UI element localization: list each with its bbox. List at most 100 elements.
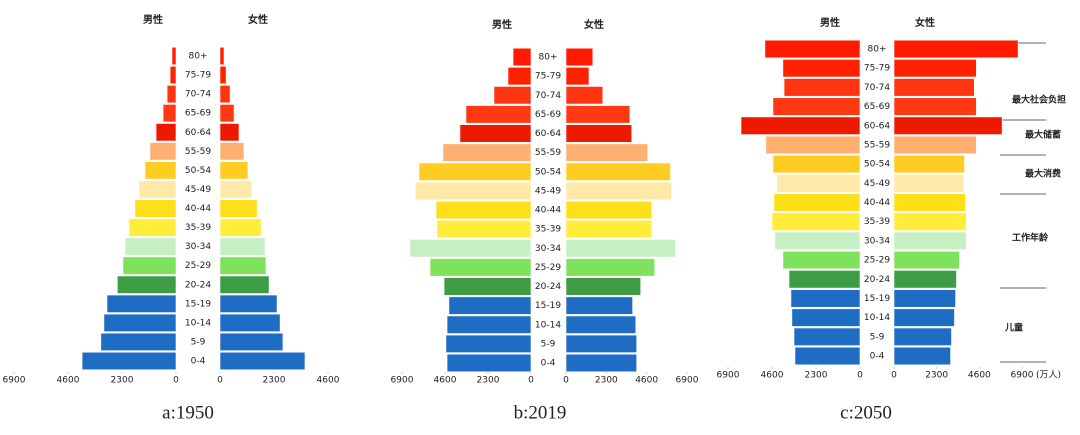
male-bar — [465, 105, 532, 124]
age-label: 30-34 — [864, 236, 890, 246]
male-bar — [128, 218, 177, 237]
age-label: 30-34 — [185, 242, 211, 252]
x-tick-label: 2300 — [263, 376, 286, 386]
x-tick-label: 0 — [217, 376, 223, 386]
female-bar — [565, 105, 631, 124]
female-bar — [219, 237, 266, 256]
age-label: 35-39 — [535, 225, 561, 235]
age-label: 5-9 — [870, 332, 885, 342]
male-bar — [117, 275, 177, 294]
male-bar — [782, 59, 861, 78]
female-bar — [565, 239, 676, 258]
panel-caption: b:2019 — [514, 402, 567, 423]
female-bar — [565, 353, 637, 373]
x-tick-label: 0 — [891, 371, 897, 381]
age-label: 25-29 — [185, 261, 211, 271]
female-bar — [565, 258, 656, 277]
male-bar — [459, 124, 532, 143]
female-bar — [219, 46, 225, 66]
male-bar — [493, 86, 532, 105]
male-bar — [134, 199, 177, 218]
x-tick-label: 4600 — [635, 376, 658, 386]
x-tick-label: 4600 — [968, 371, 991, 381]
male-bar — [782, 250, 861, 270]
annotation: 儿童 — [1004, 322, 1023, 334]
age-label: 80+ — [539, 53, 558, 63]
x-tick-label: 6900 — [676, 376, 699, 386]
male-bar — [776, 174, 861, 193]
age-label: 70-74 — [864, 83, 890, 93]
male-bar — [81, 351, 177, 371]
age-label: 65-69 — [864, 102, 890, 112]
age-label: 15-19 — [864, 294, 890, 304]
female-bar — [219, 199, 258, 218]
female-bar — [219, 65, 227, 85]
axis-unit: (万人) — [1036, 370, 1061, 381]
female-bar — [893, 346, 951, 366]
age-label: 75-79 — [535, 72, 561, 82]
x-tick-label: 4600 — [317, 376, 340, 386]
male-bar — [144, 161, 177, 180]
male-bar — [409, 239, 532, 258]
female-bar — [565, 277, 642, 296]
male-bar — [414, 181, 532, 200]
age-label: 45-49 — [864, 179, 890, 189]
male-bar — [774, 231, 861, 251]
male-bar — [149, 142, 177, 161]
female-bar — [219, 142, 245, 161]
male-bar — [124, 237, 177, 256]
age-label: 0-4 — [541, 359, 556, 369]
female-bar — [565, 124, 633, 143]
male-bar — [122, 256, 177, 275]
age-label: 55-59 — [185, 147, 211, 157]
male-bar — [788, 270, 861, 289]
male-bar — [100, 332, 177, 352]
age-label: 65-69 — [535, 110, 561, 120]
panel-caption: a:1950 — [162, 402, 214, 423]
annotation: 最大消费 — [1025, 168, 1061, 180]
male-bar — [442, 143, 532, 162]
age-label: 50-54 — [185, 166, 211, 176]
age-label: 15-19 — [185, 299, 211, 309]
female-bar — [565, 86, 604, 105]
annotation: 最大社会负担 — [1012, 94, 1066, 106]
age-label: 25-29 — [535, 263, 561, 273]
x-tick-label: 4600 — [434, 376, 457, 386]
female-bar — [219, 218, 262, 237]
female-bar — [565, 162, 671, 181]
age-label: 30-34 — [535, 244, 561, 254]
age-label: 75-79 — [864, 64, 890, 74]
age-label: 70-74 — [185, 90, 211, 100]
age-label: 60-64 — [535, 129, 561, 139]
female-bar — [219, 351, 306, 371]
female-bar — [893, 308, 955, 327]
age-label: 60-64 — [185, 128, 211, 138]
x-tick-label: 0 — [173, 376, 179, 386]
male-bar — [436, 220, 532, 239]
age-label: 65-69 — [185, 109, 211, 119]
male-bar — [169, 65, 177, 85]
female-bar — [893, 59, 977, 78]
age-label: 20-24 — [535, 282, 561, 292]
female-bar — [893, 97, 977, 116]
male-bar — [446, 315, 532, 334]
female-bar — [893, 116, 1003, 135]
annotation: 最大储蓄 — [1025, 129, 1061, 141]
female-bar — [565, 67, 590, 86]
female-bar — [219, 313, 281, 332]
age-label: 10-14 — [535, 320, 561, 330]
female-bar — [565, 47, 594, 67]
annotation: 工作年龄 — [1012, 232, 1049, 244]
female-bar — [893, 193, 966, 212]
female-bar — [893, 212, 967, 231]
female-bar — [893, 270, 957, 289]
female-bar — [565, 220, 653, 239]
x-tick-label: 6900 — [717, 371, 740, 381]
female-bar — [893, 250, 960, 270]
male-bar — [445, 334, 532, 353]
series-header: 男性 — [492, 18, 512, 31]
age-label: 10-14 — [864, 313, 890, 323]
series-header: 男性 — [820, 16, 840, 29]
male-bar — [791, 308, 861, 327]
